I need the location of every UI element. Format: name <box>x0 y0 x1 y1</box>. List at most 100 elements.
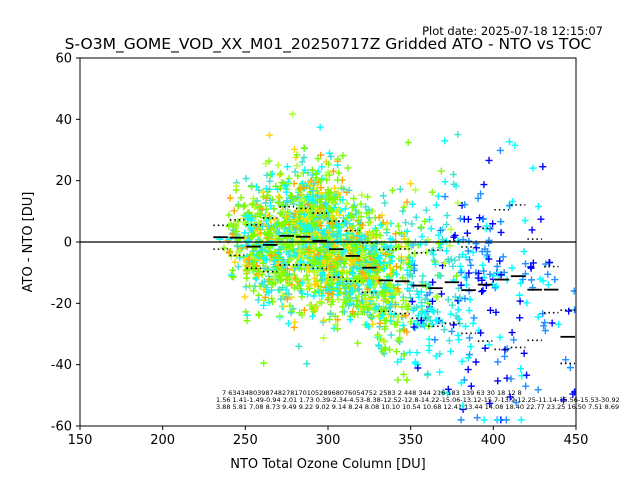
data-point <box>247 183 255 191</box>
data-point <box>436 368 444 376</box>
data-point <box>367 281 375 289</box>
data-point <box>278 220 286 228</box>
data-point <box>282 229 290 237</box>
data-point <box>296 201 304 209</box>
data-point <box>477 190 485 198</box>
data-point <box>343 279 351 287</box>
data-point <box>241 201 249 209</box>
data-point <box>441 193 449 201</box>
data-point <box>253 197 261 205</box>
data-point <box>358 290 366 298</box>
x-tick-label: 400 <box>481 433 506 448</box>
data-point <box>328 213 336 221</box>
data-point <box>403 227 411 235</box>
data-point <box>521 270 529 278</box>
data-point <box>379 192 387 200</box>
data-point <box>349 308 357 316</box>
data-point <box>330 285 338 293</box>
data-point <box>243 317 251 325</box>
data-point <box>354 310 362 318</box>
data-point <box>437 167 445 175</box>
data-point <box>333 260 341 268</box>
data-point <box>314 155 322 163</box>
data-point <box>314 214 322 222</box>
data-point <box>284 272 292 280</box>
data-point <box>265 299 273 307</box>
data-point <box>311 230 319 238</box>
data-point <box>387 242 395 250</box>
data-point <box>469 248 477 256</box>
data-point <box>366 218 374 226</box>
bin-statistics <box>213 204 575 365</box>
data-point <box>331 255 339 263</box>
data-point <box>414 364 422 372</box>
data-point <box>325 160 333 168</box>
data-point <box>458 357 466 365</box>
data-point <box>427 225 435 233</box>
x-axis: 150 200 250 300 350 400 450 <box>68 426 588 448</box>
data-point <box>260 359 268 367</box>
data-point <box>565 307 573 315</box>
data-point <box>474 194 482 202</box>
data-point <box>269 274 277 282</box>
data-point <box>285 279 293 287</box>
data-point <box>359 304 367 312</box>
data-point <box>528 226 536 234</box>
data-point <box>319 230 327 238</box>
data-point <box>255 310 263 318</box>
data-point <box>276 171 284 179</box>
data-point <box>398 303 406 311</box>
data-point <box>469 319 477 327</box>
data-point <box>277 170 285 178</box>
data-point <box>570 287 576 295</box>
data-point <box>316 222 324 230</box>
data-point <box>462 322 470 330</box>
data-point <box>402 297 410 305</box>
data-point <box>300 306 308 314</box>
data-point <box>275 245 283 253</box>
data-point <box>480 181 488 189</box>
data-point <box>276 277 284 285</box>
data-point <box>247 224 255 232</box>
data-point <box>408 200 416 208</box>
data-point <box>457 281 465 289</box>
data-point <box>284 320 292 328</box>
x-tick-label: 150 <box>68 433 93 448</box>
data-point <box>534 386 542 394</box>
data-point <box>523 371 531 379</box>
y-tick-label: 40 <box>55 113 72 128</box>
data-point <box>437 272 445 280</box>
data-point <box>560 396 568 404</box>
data-point <box>445 257 453 265</box>
data-point <box>360 303 368 311</box>
data-point <box>296 258 304 266</box>
data-point <box>226 194 234 202</box>
data-point <box>506 393 514 401</box>
data-point <box>406 287 414 295</box>
data-point <box>496 333 504 341</box>
data-point <box>395 243 403 251</box>
data-point <box>386 280 394 288</box>
data-point <box>276 184 284 192</box>
data-point <box>414 311 422 319</box>
data-point <box>383 297 391 305</box>
data-point <box>310 242 318 250</box>
data-point <box>358 249 366 257</box>
data-point <box>485 255 493 263</box>
data-point <box>362 203 370 211</box>
data-point <box>356 265 364 273</box>
data-point <box>310 281 318 289</box>
data-point <box>479 287 487 295</box>
data-point <box>361 291 369 299</box>
data-point <box>346 232 354 240</box>
data-point <box>370 243 378 251</box>
data-point <box>263 283 271 291</box>
data-point <box>268 295 276 303</box>
data-point <box>231 258 239 266</box>
data-point <box>334 161 342 169</box>
data-point <box>358 232 366 240</box>
data-point <box>381 338 389 346</box>
bin-mean-row: 1.56 1.41-1.49-0.94 2.01 1.73 0.39-2.34-… <box>216 396 620 404</box>
data-point <box>402 311 410 319</box>
data-point <box>444 385 452 393</box>
